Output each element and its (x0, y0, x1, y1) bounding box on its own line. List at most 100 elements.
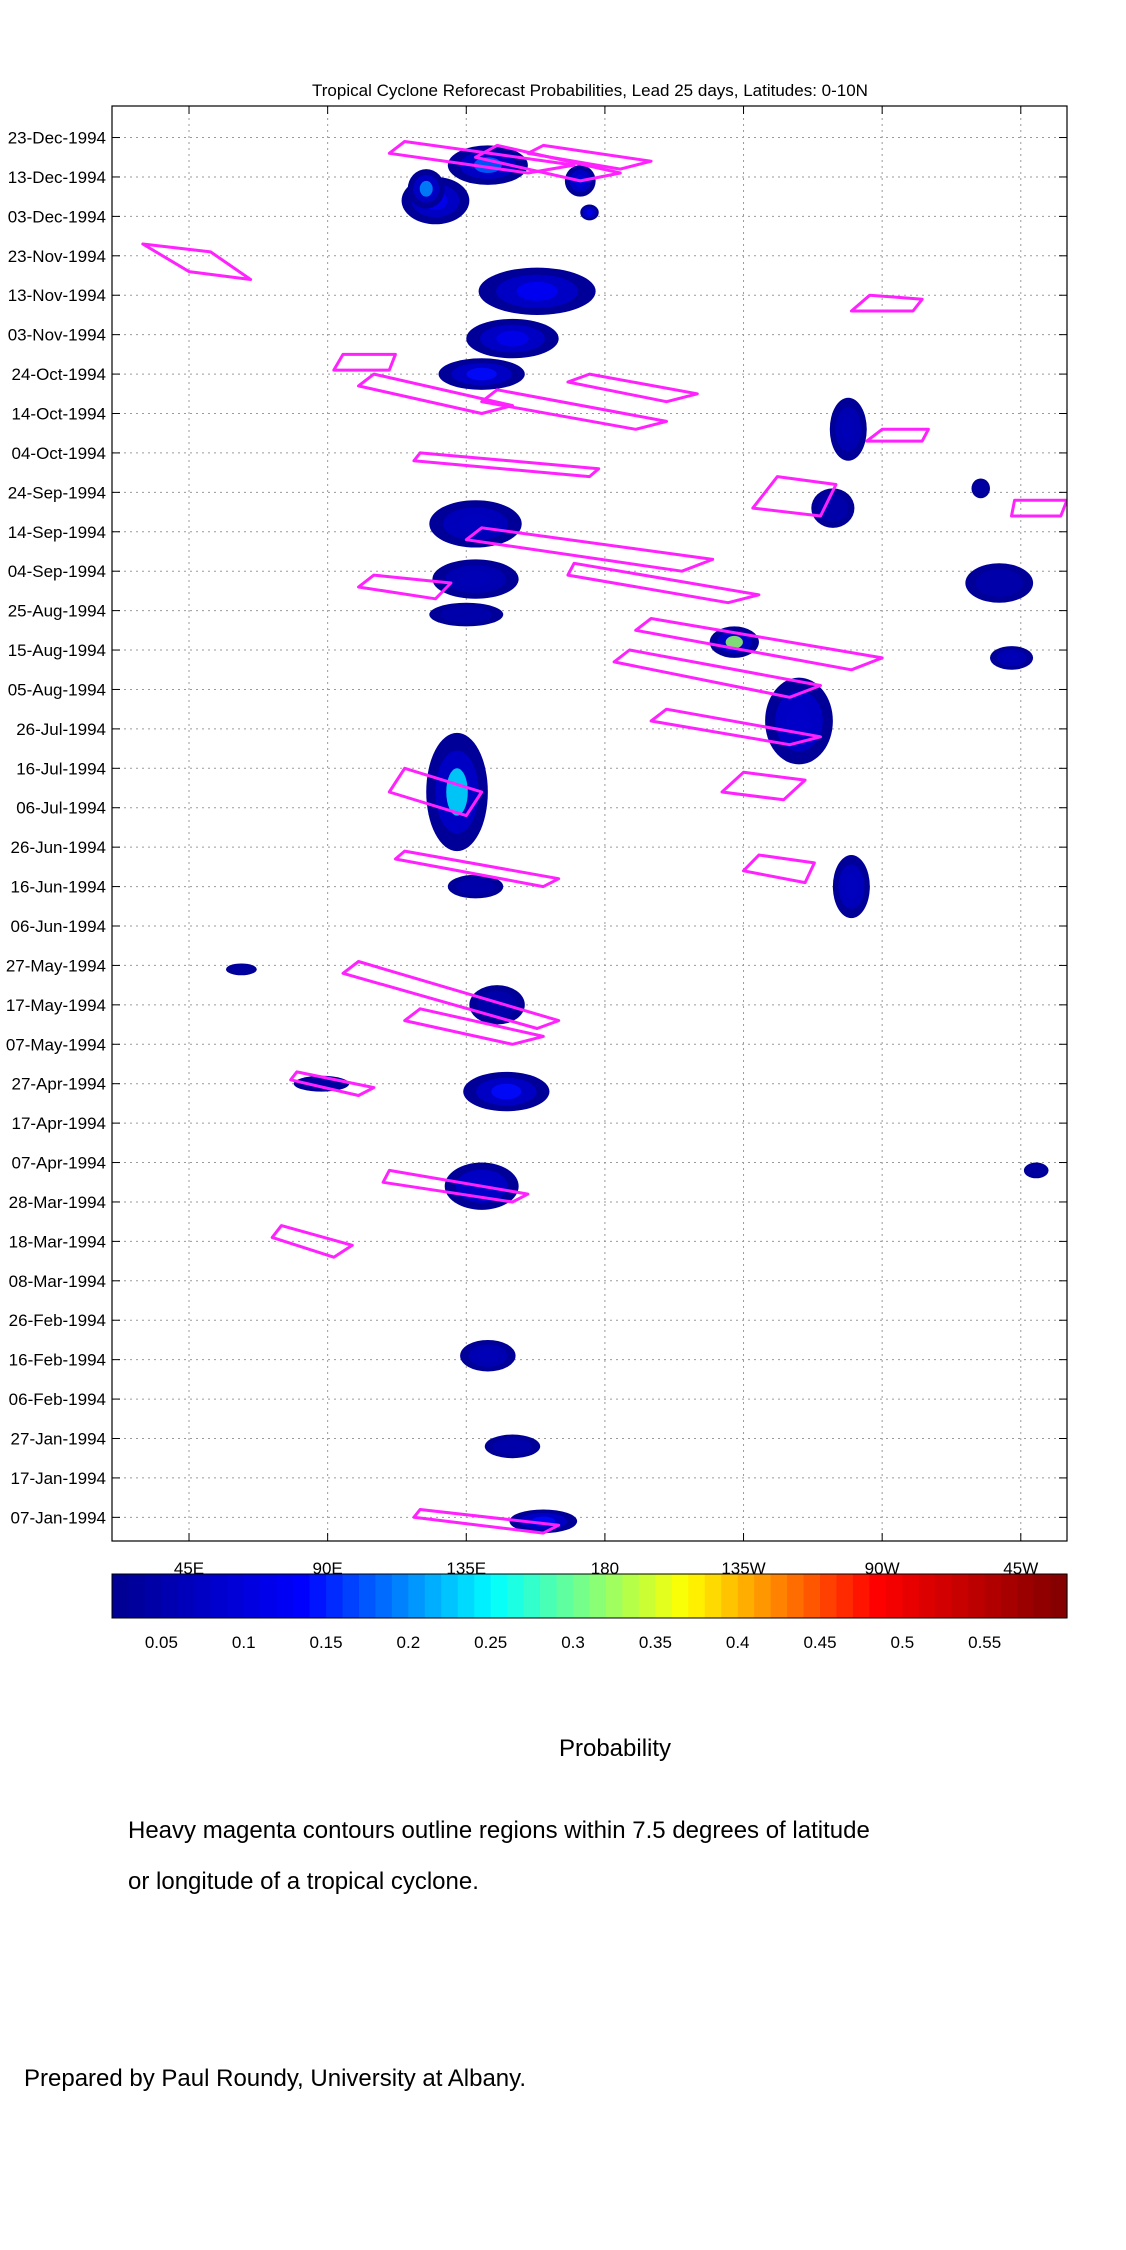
y-tick-label: 23-Nov-1994 (8, 247, 106, 266)
cyclone-contour (403, 1007, 545, 1046)
grid (112, 106, 1067, 1541)
colorbar-cell (276, 1574, 294, 1618)
colorbar-cell (358, 1574, 377, 1618)
colorbar-cell (836, 1574, 854, 1618)
colorbar-cell (704, 1574, 722, 1618)
y-tick-label: 17-Apr-1994 (11, 1114, 106, 1133)
cyclone-contour (474, 143, 622, 183)
x-tick-label: 180 (591, 1559, 619, 1578)
colorbar-cell (540, 1574, 558, 1618)
probability-region (438, 358, 525, 390)
colorbar-cell (1017, 1574, 1035, 1618)
colorbar-cell (391, 1574, 409, 1618)
colorbar-cell (721, 1574, 739, 1618)
y-tick-label: 18-Mar-1994 (9, 1232, 106, 1251)
y-tick-label: 27-Apr-1994 (11, 1075, 106, 1094)
probability-region (484, 1434, 541, 1459)
x-axis-ticks: 45E 90E 135E 180 135W 90W 45W (174, 106, 1038, 1578)
region-core (465, 881, 486, 892)
region-core (478, 1349, 498, 1363)
colorbar-cell (820, 1574, 838, 1618)
colorbar-cell (770, 1574, 788, 1618)
region-core (453, 609, 480, 620)
colorbar-cell (326, 1574, 344, 1618)
region-core (725, 635, 743, 649)
probability-region (832, 855, 870, 919)
colorbar-cell (342, 1574, 360, 1618)
plot-frame (111, 105, 1068, 1542)
colorbar-tick-label: 0.4 (726, 1633, 750, 1652)
colorbar-cell (902, 1574, 920, 1618)
cyclone-contour (357, 573, 453, 601)
cyclone-contour (526, 143, 653, 171)
region-core (491, 1083, 522, 1100)
colorbar-cell (424, 1574, 442, 1618)
cyclone-contour (742, 853, 816, 885)
y-tick-label: 14-Oct-1994 (12, 405, 107, 424)
y-tick-label: 06-Jul-1994 (16, 799, 106, 818)
probability-region (989, 646, 1034, 670)
colorbar-frame (111, 1573, 1068, 1619)
cyclone-contour (751, 475, 838, 518)
cyclone-contour (865, 427, 930, 443)
y-tick-label: 07-May-1994 (6, 1035, 106, 1054)
region-core (1031, 1167, 1041, 1174)
y-tick-label: 04-Sep-1994 (8, 562, 106, 581)
colorbar-cell (128, 1574, 146, 1618)
colorbar-cell (441, 1574, 459, 1618)
y-tick-label: 15-Aug-1994 (8, 641, 106, 660)
cyclone-contour (1010, 498, 1067, 518)
colorbar-cell (737, 1574, 755, 1618)
probability-region (829, 397, 867, 461)
colorbar-tick-label: 0.5 (891, 1633, 915, 1652)
colorbar-cell (144, 1574, 162, 1618)
x-tick-label: 135E (446, 1559, 486, 1578)
y-tick-label: 06-Jun-1994 (11, 917, 106, 936)
region-core (977, 484, 984, 493)
y-tick-label: 05-Aug-1994 (8, 680, 106, 699)
region-core (460, 571, 491, 587)
y-tick-label: 06-Feb-1994 (9, 1390, 106, 1409)
cyclone-contour (387, 766, 484, 818)
colorbar-cell (1034, 1574, 1052, 1618)
colorbar (111, 1573, 1068, 1619)
y-tick-label: 03-Nov-1994 (8, 326, 106, 345)
y-tick-label: 28-Mar-1994 (9, 1193, 106, 1212)
y-tick-label: 27-Jan-1994 (11, 1430, 106, 1449)
contour-note-line-2: or longitude of a tropical cyclone. (128, 1868, 479, 1895)
colorbar-cell (177, 1574, 195, 1618)
colorbar-tick-label: 0.55 (968, 1633, 1001, 1652)
cyclone-contour (381, 1168, 530, 1204)
colorbar-cell (523, 1574, 541, 1618)
cyclone-contour (141, 242, 253, 281)
cyclone-contour (566, 372, 699, 404)
colorbar-cell (787, 1574, 805, 1618)
colorbar-cell (935, 1574, 953, 1618)
colorbar-ticks: 0.05 0.1 0.15 0.2 0.25 0.3 0.35 0.4 0.45 0.5 0.55 (145, 1633, 1001, 1652)
colorbar-cell (688, 1574, 706, 1618)
contour-note-line-1: Heavy magenta contours outline regions w… (128, 1817, 870, 1844)
colorbar-cell (474, 1574, 492, 1618)
x-tick-label: 135W (721, 1559, 765, 1578)
y-tick-label: 23-Dec-1994 (8, 129, 106, 148)
colorbar-label: Probability (558, 1735, 672, 1762)
y-tick-label: 07-Jan-1994 (11, 1508, 106, 1527)
probability-region (765, 677, 833, 765)
colorbar-cell (622, 1574, 640, 1618)
colorbar-cell (803, 1574, 821, 1618)
colorbar-cell (573, 1574, 591, 1618)
y-axis-ticks: 07-Jan-1994 17-Jan-1994 27-Jan-1994 06-Feb-… (6, 129, 1067, 1527)
colorbar-cell (885, 1574, 903, 1618)
probability-region (466, 318, 559, 359)
colorbar-cell (112, 1574, 130, 1618)
y-tick-label: 17-Jan-1994 (11, 1469, 106, 1488)
colorbar-cell (556, 1574, 574, 1618)
colorbar-tick-label: 0.25 (474, 1633, 507, 1652)
colorbar-cell (1001, 1574, 1019, 1618)
colorbar-cell (655, 1574, 673, 1618)
region-core (1004, 653, 1020, 663)
colorbar-cell (984, 1574, 1002, 1618)
colorbar-cell (968, 1574, 986, 1618)
colorbar-cell (161, 1574, 179, 1618)
